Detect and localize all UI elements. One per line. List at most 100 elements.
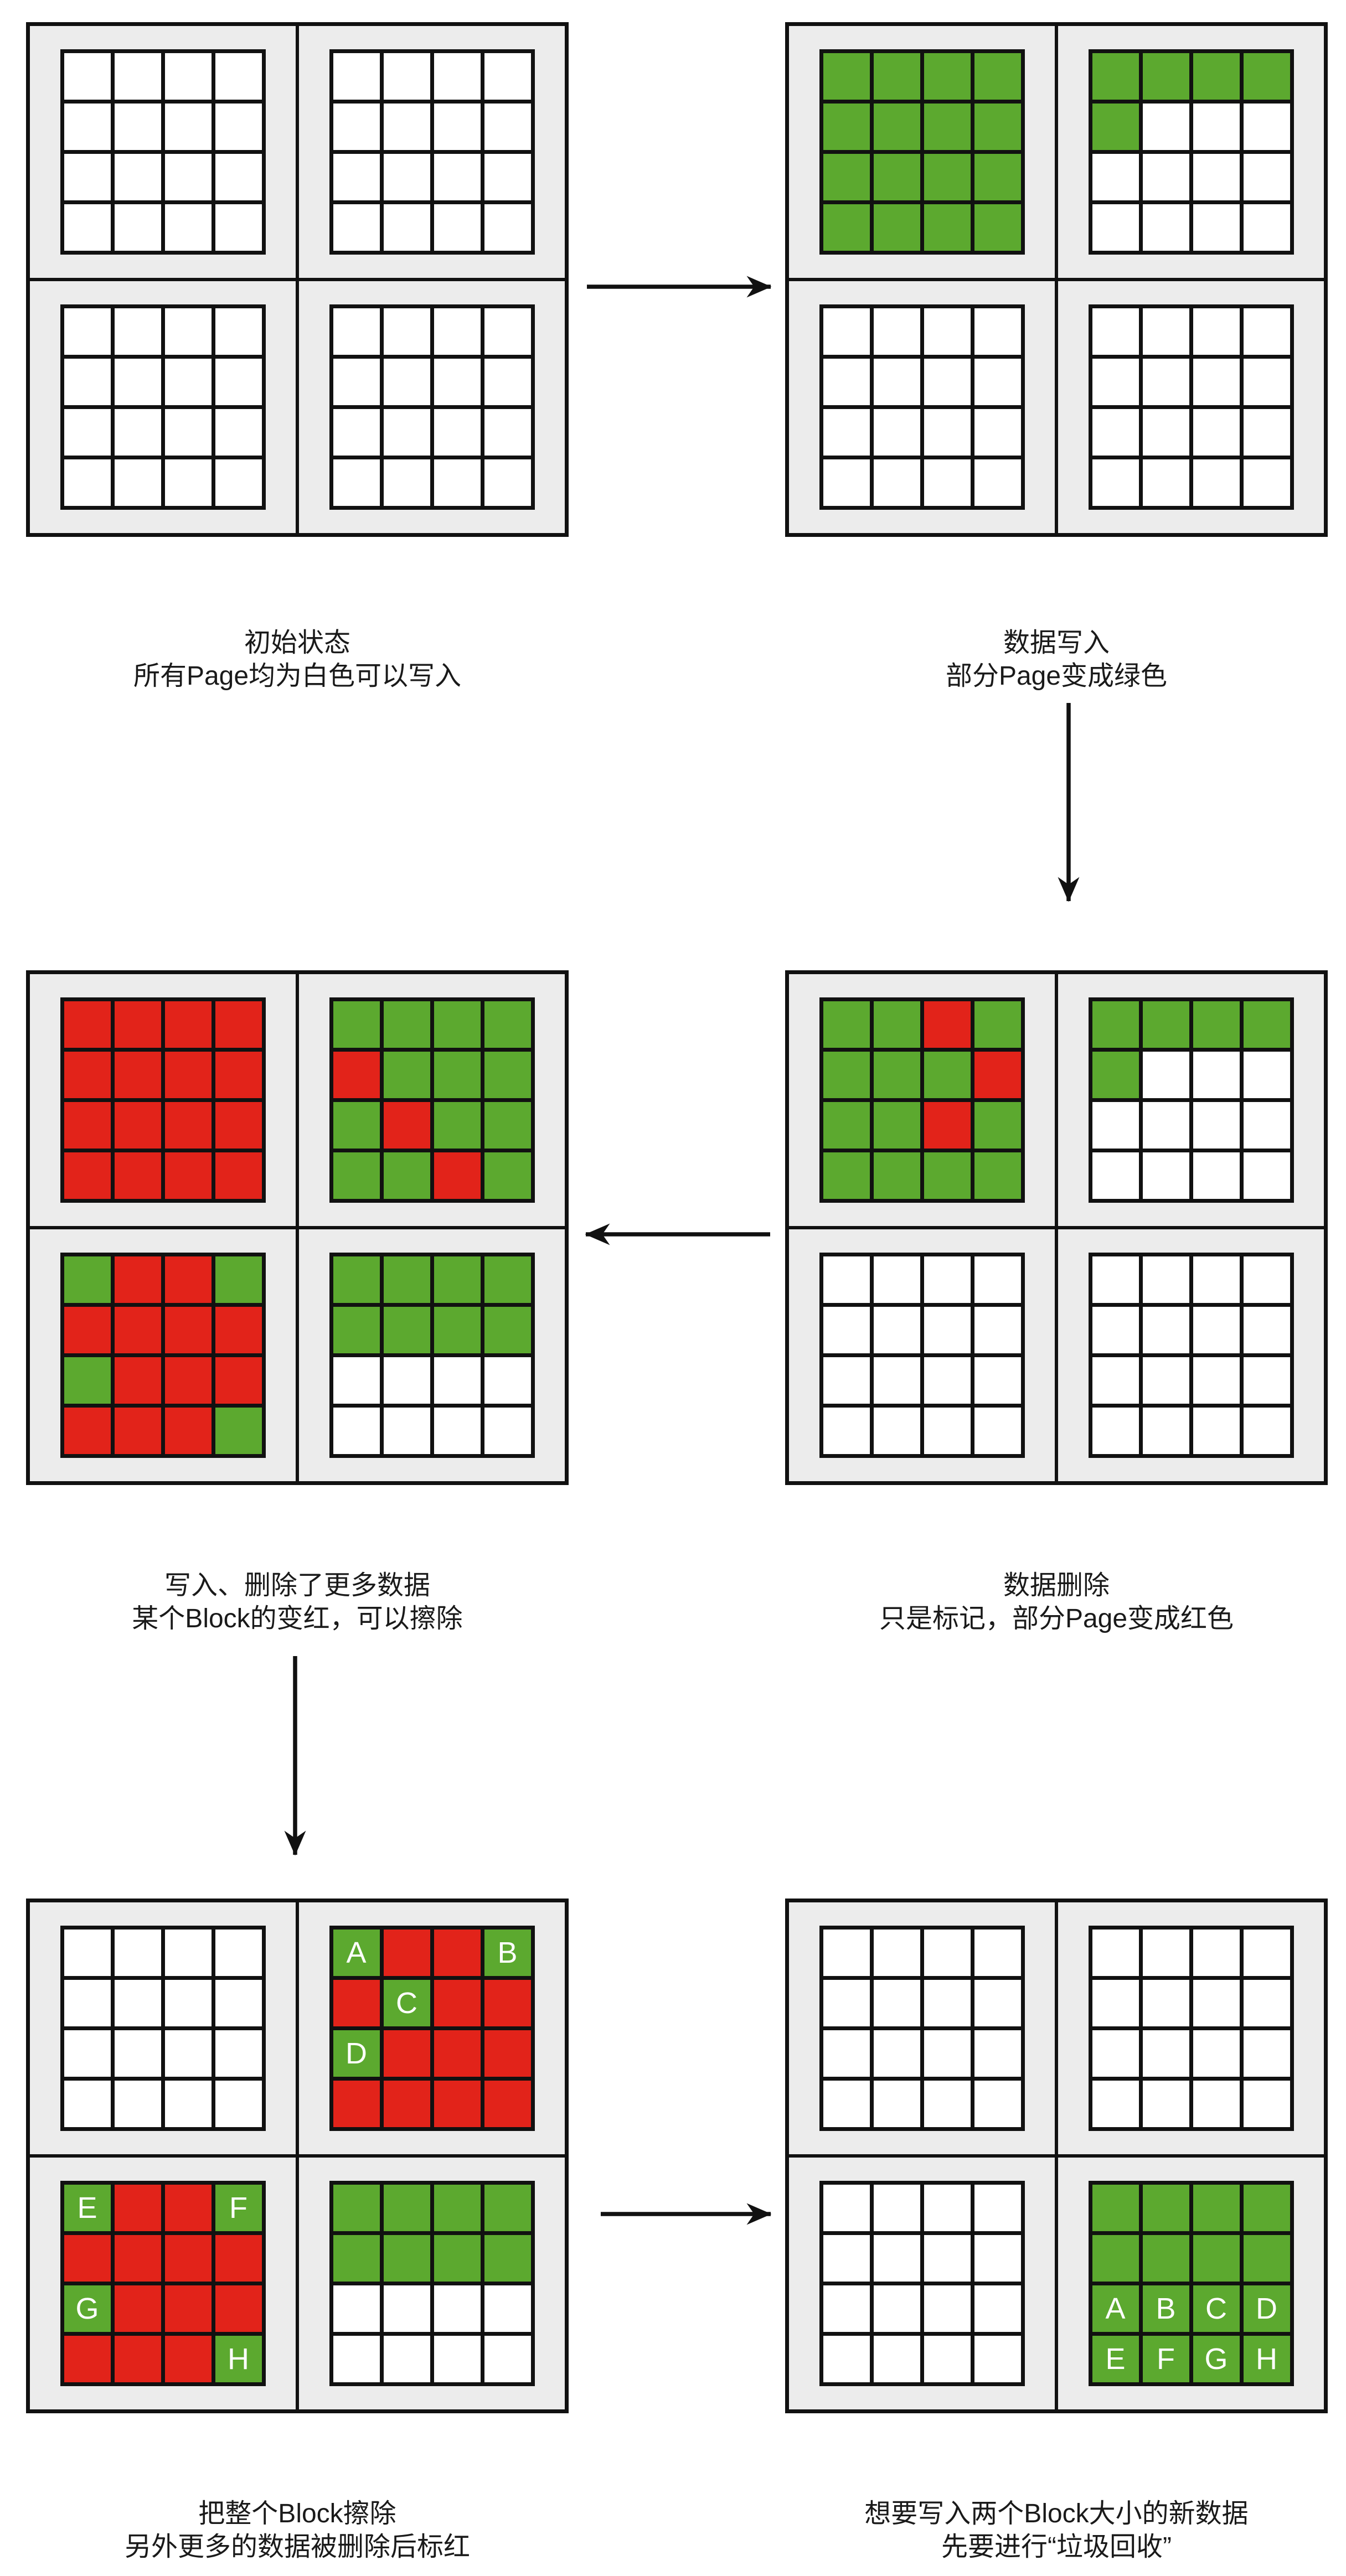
page-deleted-red	[215, 1102, 262, 1149]
page-valid-green: D	[333, 2030, 380, 2077]
page-valid-green	[333, 1152, 380, 1199]
page-free-white	[1243, 154, 1290, 200]
page-free-white	[1193, 1152, 1240, 1199]
page-free-white	[1243, 359, 1290, 405]
page-valid-green	[333, 2235, 380, 2282]
page-free-white	[333, 459, 380, 506]
page-valid-green	[873, 1052, 920, 1098]
page-valid-green	[434, 1052, 481, 1098]
page-free-white	[164, 2030, 212, 2077]
page-free-white	[1142, 104, 1189, 150]
panel-initial-state	[26, 22, 569, 537]
page-free-white	[333, 359, 380, 405]
page-free-white	[215, 204, 262, 251]
page-free-white	[434, 308, 481, 355]
page-free-white	[1092, 204, 1139, 251]
page-grid	[329, 997, 535, 1203]
page-free-white	[1243, 2081, 1290, 2127]
page-free-white	[823, 2336, 870, 2382]
page-label: G	[1204, 2342, 1228, 2376]
page-valid-green	[924, 204, 971, 251]
block-1	[1056, 24, 1326, 280]
page-free-white	[873, 2030, 920, 2077]
page-free-white	[873, 359, 920, 405]
page-deleted-red	[64, 1052, 111, 1098]
page-valid-green	[333, 1256, 380, 1303]
page-grid	[1088, 1926, 1294, 2131]
page-valid-green: H	[215, 2336, 262, 2382]
page-deleted-red	[383, 1930, 430, 1976]
page-free-white	[974, 459, 1021, 506]
caption-line: 另外更多的数据被删除后标红	[124, 2532, 470, 2562]
page-free-white	[333, 154, 380, 200]
block-2	[28, 1228, 297, 1483]
page-valid-green	[823, 1152, 870, 1199]
page-free-white	[434, 204, 481, 251]
page-free-white	[823, 308, 870, 355]
page-free-white	[823, 2235, 870, 2282]
page-valid-green	[215, 1256, 262, 1303]
page-free-white	[974, 1980, 1021, 2026]
page-free-white	[924, 1980, 971, 2026]
page-free-white	[1193, 359, 1240, 405]
page-deleted-red	[383, 1102, 430, 1149]
page-free-white	[383, 53, 430, 100]
block-1	[1056, 1901, 1326, 2156]
block-0	[787, 1901, 1056, 2156]
page-free-white	[64, 409, 111, 456]
page-deleted-red	[484, 1980, 531, 2026]
page-free-white	[974, 1357, 1021, 1404]
page-deleted-red	[164, 1256, 212, 1303]
page-label: E	[77, 2191, 97, 2225]
page-free-white	[383, 2336, 430, 2382]
page-deleted-red	[215, 1152, 262, 1199]
page-free-white	[974, 359, 1021, 405]
caption-line: 初始状态	[244, 628, 350, 658]
page-label: A	[1105, 2292, 1126, 2325]
page-valid-green: C	[1193, 2285, 1240, 2332]
page-valid-green	[1193, 53, 1240, 100]
page-free-white	[383, 1408, 430, 1454]
page-deleted-red	[114, 1001, 161, 1048]
page-valid-green	[434, 2185, 481, 2231]
page-free-white	[1243, 1052, 1290, 1098]
block-2	[28, 280, 297, 535]
page-free-white	[1142, 1152, 1189, 1199]
page-valid-green	[333, 1307, 380, 1353]
page-deleted-red	[164, 1102, 212, 1149]
page-deleted-red	[114, 1307, 161, 1353]
page-deleted-red	[114, 1357, 161, 1404]
page-deleted-red	[383, 2081, 430, 2127]
caption-more-writes-and-deletes: 写入、删除了更多数据 某个Block的变红，可以擦除	[0, 1569, 685, 1636]
page-free-white	[924, 2285, 971, 2332]
page-free-white	[1243, 1930, 1290, 1976]
page-free-white	[484, 1357, 531, 1404]
page-deleted-red	[64, 1102, 111, 1149]
page-free-white	[1193, 2081, 1240, 2127]
page-free-white	[1193, 1307, 1240, 1353]
page-free-white	[1193, 1408, 1240, 1454]
page-free-white	[974, 1408, 1021, 1454]
page-valid-green	[64, 1256, 111, 1303]
page-grid	[1088, 49, 1294, 255]
page-valid-green	[434, 1001, 481, 1048]
page-label: H	[1256, 2342, 1277, 2376]
page-free-white	[1092, 1102, 1139, 1149]
page-free-white	[114, 53, 161, 100]
page-valid-green	[1092, 1001, 1139, 1048]
page-free-white	[1193, 1980, 1240, 2026]
block-2	[787, 1228, 1056, 1483]
page-free-white	[164, 359, 212, 405]
page-free-white	[1142, 1930, 1189, 1976]
page-grid	[1088, 1253, 1294, 1458]
caption-line: 把整个Block擦除	[198, 2499, 396, 2528]
page-deleted-red	[215, 1052, 262, 1098]
page-free-white	[1142, 1408, 1189, 1454]
page-free-white	[333, 2285, 380, 2332]
page-free-white	[823, 1256, 870, 1303]
page-free-white	[434, 1357, 481, 1404]
page-free-white	[974, 2185, 1021, 2231]
page-free-white	[1142, 1980, 1189, 2026]
